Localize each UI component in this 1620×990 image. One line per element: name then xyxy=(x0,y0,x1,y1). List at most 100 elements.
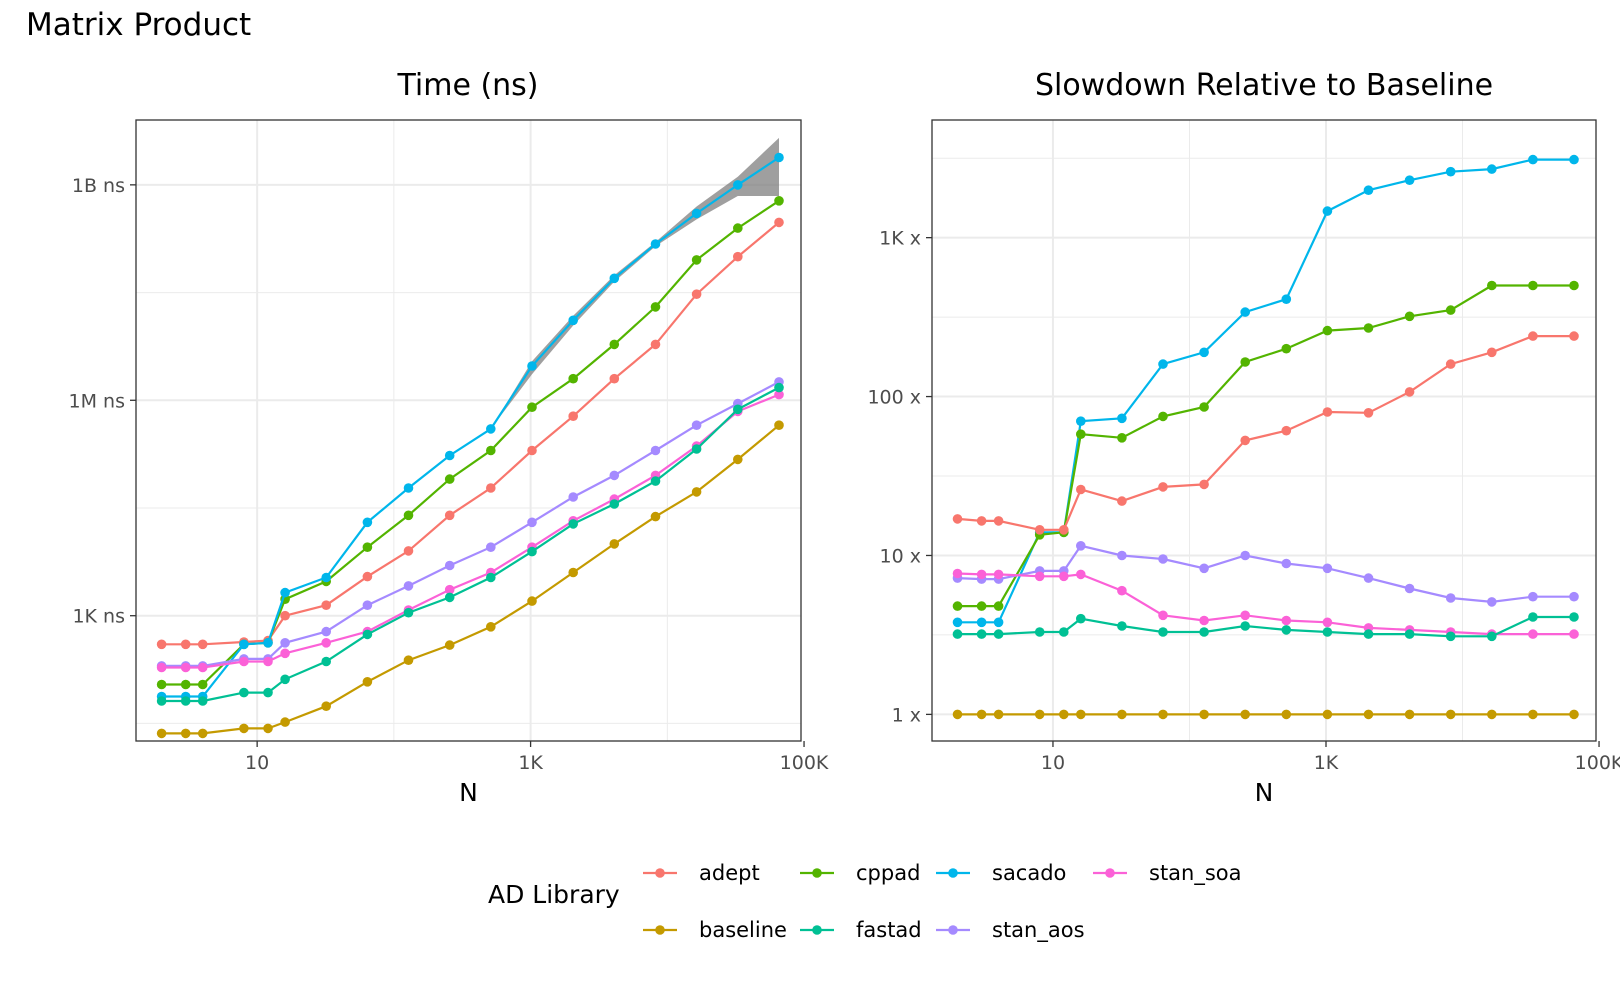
data-point-adept xyxy=(1404,387,1415,397)
data-point-cppad xyxy=(650,302,661,312)
data-point-sacado xyxy=(733,180,743,190)
data-point-stan_soa xyxy=(993,569,1004,580)
data-point-sacado xyxy=(650,239,661,249)
data-point-sacado xyxy=(1076,416,1086,427)
data-point-adept xyxy=(1117,496,1127,506)
plot-area xyxy=(952,154,1579,720)
data-point-fastad xyxy=(486,572,496,583)
data-point-cppad xyxy=(952,601,963,611)
data-point-stan_soa xyxy=(239,656,249,667)
data-point-fastad xyxy=(952,629,963,639)
data-point-fastad xyxy=(403,607,414,618)
data-point-fastad xyxy=(263,687,273,698)
data-point-fastad xyxy=(993,629,1004,639)
grid xyxy=(136,120,801,741)
data-point-fastad xyxy=(1528,612,1538,622)
data-point-baseline xyxy=(1076,709,1086,720)
series-line-adept xyxy=(957,335,1574,531)
data-point-stan_soa xyxy=(1199,615,1209,626)
data-point-cppad xyxy=(1404,311,1415,322)
data-point-adept xyxy=(1199,479,1209,490)
data-point-cppad xyxy=(733,223,743,233)
data-point-adept xyxy=(650,339,661,350)
data-point-fastad xyxy=(180,696,191,706)
data-point-fastad xyxy=(1281,625,1292,635)
data-point-adept xyxy=(691,289,702,300)
data-point-cppad xyxy=(568,373,578,384)
data-point-baseline xyxy=(1034,709,1045,720)
x-tick-label: 10 xyxy=(1041,752,1065,774)
data-point-adept xyxy=(993,516,1004,526)
data-point-baseline xyxy=(444,640,455,650)
data-point-stan_soa xyxy=(197,662,208,673)
data-point-stan_aos xyxy=(568,492,578,502)
data-point-sacado xyxy=(1199,347,1209,358)
data-point-baseline xyxy=(486,622,496,632)
data-point-stan_aos xyxy=(609,470,620,481)
legend-item-adept: adept xyxy=(643,861,760,885)
data-point-sacado xyxy=(1445,166,1456,177)
data-point-adept xyxy=(180,639,191,650)
data-point-adept xyxy=(1034,525,1045,535)
data-point-cppad xyxy=(1322,325,1333,336)
data-point-stan_soa xyxy=(444,584,455,595)
series-line-cppad xyxy=(957,284,1574,608)
y-tick-label: 1B ns xyxy=(72,175,125,197)
data-point-sacado xyxy=(691,208,702,219)
data-point-fastad xyxy=(1158,627,1168,637)
data-point-baseline xyxy=(733,454,743,465)
data-point-adept xyxy=(1281,425,1292,436)
legend-label: stan_aos xyxy=(992,918,1085,943)
panel-title: Time (ns) xyxy=(396,68,538,103)
figure-title: Matrix Product xyxy=(26,7,251,43)
series-line-baseline xyxy=(161,424,780,735)
data-point-sacado xyxy=(1322,206,1333,216)
legend-key-point xyxy=(812,925,822,935)
data-point-sacado xyxy=(568,315,578,326)
data-point-fastad xyxy=(239,687,249,698)
data-point-stan_aos xyxy=(1117,550,1127,561)
data-point-sacado xyxy=(444,450,455,461)
data-point-adept xyxy=(486,483,496,493)
data-point-adept xyxy=(321,600,332,610)
y-tick-label: 10 x xyxy=(880,545,921,567)
data-point-stan_aos xyxy=(1404,583,1415,594)
series-line-stan_soa xyxy=(957,572,1574,636)
x-axis-label: N xyxy=(459,778,478,807)
data-point-stan_aos xyxy=(1240,550,1250,561)
data-point-cppad xyxy=(774,196,784,206)
data-point-sacado xyxy=(1487,164,1497,174)
data-point-stan_aos xyxy=(403,581,414,591)
data-point-stan_soa xyxy=(321,638,332,648)
data-point-sacado xyxy=(976,617,987,628)
data-point-sacado xyxy=(263,638,273,648)
data-point-stan_aos xyxy=(527,517,537,528)
data-point-sacado xyxy=(403,483,414,493)
data-point-fastad xyxy=(1445,631,1456,642)
data-point-stan_soa xyxy=(1117,585,1127,596)
data-point-baseline xyxy=(321,701,332,711)
data-point-stan_soa xyxy=(280,648,290,659)
legend-item-sacado: sacado xyxy=(936,861,1066,885)
data-point-adept xyxy=(156,639,167,650)
data-point-fastad xyxy=(1363,629,1374,639)
legend-title: AD Library xyxy=(488,880,620,909)
data-point-adept xyxy=(1059,525,1069,535)
y-tick-label: 1M ns xyxy=(69,390,125,412)
data-point-adept xyxy=(976,516,987,526)
data-point-stan_soa xyxy=(1322,617,1333,628)
data-point-stan_aos xyxy=(1281,558,1292,569)
data-point-fastad xyxy=(691,444,702,454)
data-point-cppad xyxy=(1445,305,1456,315)
data-point-stan_soa xyxy=(1034,571,1045,582)
data-point-cppad xyxy=(362,542,373,552)
series-line-fastad xyxy=(161,386,780,703)
series-line-fastad xyxy=(957,615,1574,638)
data-point-sacado xyxy=(486,424,496,434)
legend-item-baseline: baseline xyxy=(643,918,787,942)
data-point-fastad xyxy=(1569,612,1579,622)
data-point-baseline xyxy=(1117,709,1127,720)
data-point-baseline xyxy=(362,677,373,687)
data-point-adept xyxy=(568,411,578,422)
